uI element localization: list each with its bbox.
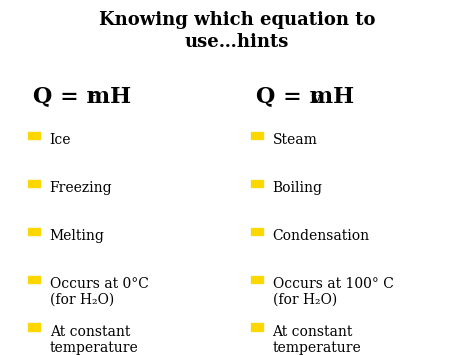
Text: Steam: Steam [273, 133, 318, 147]
Text: Occurs at 100° C
(for H₂O): Occurs at 100° C (for H₂O) [273, 277, 393, 307]
Bar [251, 275, 263, 283]
Bar [251, 228, 263, 235]
Bar [28, 180, 40, 187]
Bar [251, 180, 263, 187]
Text: Melting: Melting [50, 229, 105, 243]
Text: f: f [89, 92, 95, 105]
Bar [28, 275, 40, 283]
Bar [28, 228, 40, 235]
Text: Freezing: Freezing [50, 181, 112, 195]
Text: Ice: Ice [50, 133, 71, 147]
Text: v: v [311, 92, 320, 105]
Bar [28, 323, 40, 331]
Text: Occurs at 0°C
(for H₂O): Occurs at 0°C (for H₂O) [50, 277, 149, 307]
Text: At constant
temperature: At constant temperature [273, 325, 361, 355]
Bar [251, 132, 263, 139]
Text: At constant
temperature: At constant temperature [50, 325, 138, 355]
Bar [28, 132, 40, 139]
Text: Q = mH: Q = mH [256, 85, 354, 107]
Text: Q = mH: Q = mH [33, 85, 131, 107]
Text: Condensation: Condensation [273, 229, 370, 243]
Bar [251, 323, 263, 331]
Text: Knowing which equation to
use…hints: Knowing which equation to use…hints [99, 11, 375, 51]
Text: Boiling: Boiling [273, 181, 322, 195]
